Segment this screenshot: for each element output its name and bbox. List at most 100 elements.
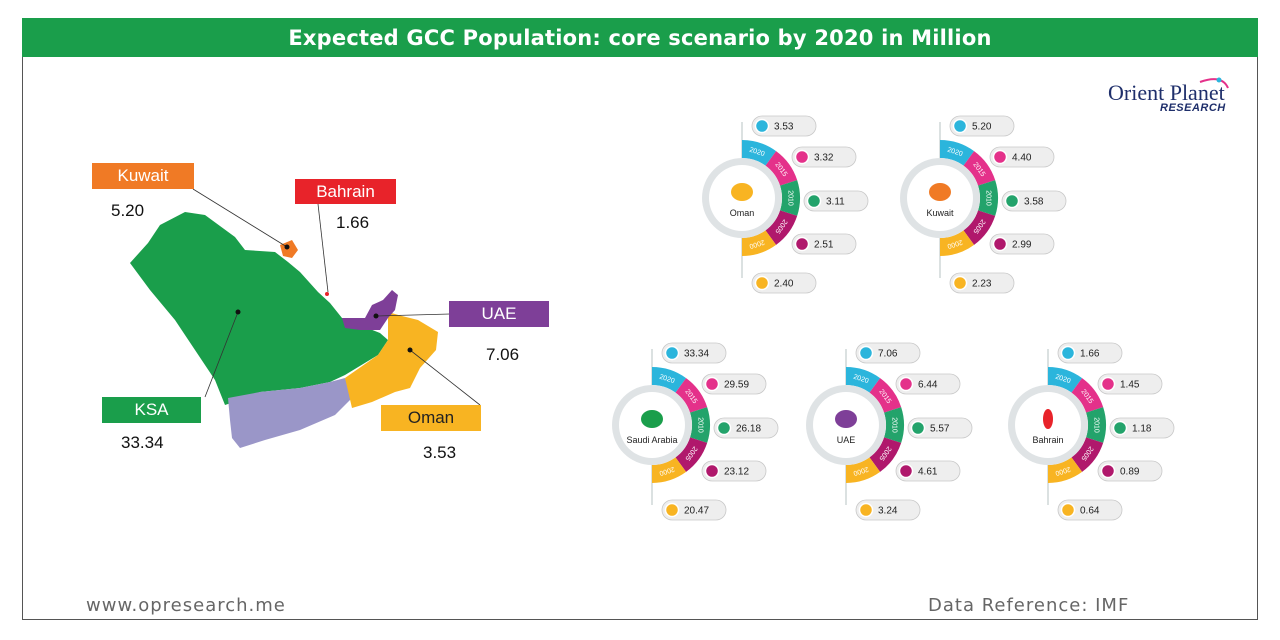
- gauge-bahrain: 20202015201020052000Bahrain1.661.451.180…: [1008, 342, 1175, 521]
- gauge-segment-2005: [1071, 437, 1104, 472]
- map-label-ksa: KSA: [102, 397, 201, 423]
- gauge-segment-2000: [1048, 457, 1083, 483]
- page-title: Expected GCC Population: core scenario b…: [22, 18, 1258, 57]
- oman-region: [345, 312, 438, 408]
- gauge-segment-2005: [765, 210, 798, 245]
- gauge-year-label: 2010: [697, 417, 704, 433]
- value-dot-2020: [664, 345, 680, 361]
- gauge-country-name: Bahrain: [1032, 435, 1063, 445]
- country-silhouette-icon: [731, 183, 753, 201]
- gauge-country-name: Oman: [730, 208, 755, 218]
- value-pill-2000: [751, 272, 817, 294]
- value-dot-2020: [952, 118, 968, 134]
- value-dot-2005: [992, 236, 1008, 252]
- gauge-segment-2015: [869, 378, 902, 413]
- gauge-segment-2015: [1071, 378, 1104, 413]
- gauge-year-label: 2000: [1054, 465, 1071, 477]
- value-pill-2010: [907, 417, 973, 439]
- value-dot-2020: [858, 345, 874, 361]
- value-dot-2000: [952, 275, 968, 291]
- value-dot-2010: [806, 193, 822, 209]
- gauge-segment-2010: [780, 180, 800, 216]
- value-pill-2000: [661, 499, 727, 521]
- map-label-uae-name: UAE: [481, 304, 517, 323]
- gauge-segment-2010: [1086, 407, 1106, 443]
- value-text-2010: 3.58: [1024, 197, 1044, 208]
- value-dot-2000: [858, 502, 874, 518]
- gauge-country-name: UAE: [837, 435, 856, 445]
- logo-main-text: Orient Planet: [1108, 80, 1225, 105]
- map-label-uae: UAE: [449, 301, 549, 327]
- gauge-segment-2005: [963, 210, 996, 245]
- value-pill-2005: [701, 460, 767, 482]
- value-text-2005: 4.61: [918, 467, 938, 478]
- uae-region: [342, 290, 398, 330]
- value-dot-2015: [794, 149, 810, 165]
- gauge-segment-2005: [675, 437, 708, 472]
- gauge-segment-2020: [1048, 367, 1083, 393]
- gauge-country-name: Saudi Arabia: [626, 435, 677, 445]
- map-label-oman: Oman: [381, 405, 481, 431]
- value-dot-2005: [898, 463, 914, 479]
- value-dot-2020: [1060, 345, 1076, 361]
- gauge-segment-2010: [690, 407, 710, 443]
- gauge-segment-2020: [742, 140, 777, 166]
- value-dot-2015: [704, 376, 720, 392]
- value-text-2020: 3.53: [774, 122, 794, 133]
- ksa-region: [130, 212, 388, 405]
- value-pill-2015: [895, 373, 961, 395]
- value-pill-2020: [751, 115, 817, 137]
- gauge-segment-2020: [846, 367, 881, 393]
- value-pill-2015: [701, 373, 767, 395]
- value-pill-2010: [1109, 417, 1175, 439]
- gauge-segment-2000: [652, 457, 687, 483]
- gauge-segment-2015: [765, 151, 798, 186]
- bahrain-region: [325, 292, 329, 296]
- value-pill-2020: [661, 342, 727, 364]
- value-dot-2015: [992, 149, 1008, 165]
- value-dot-2015: [898, 376, 914, 392]
- gauge-year-label: 2010: [985, 190, 992, 206]
- value-dot-2005: [1100, 463, 1116, 479]
- value-pill-2000: [855, 499, 921, 521]
- value-dot-2020: [754, 118, 770, 134]
- value-pill-2015: [791, 146, 857, 168]
- gauge-year-label: 2000: [658, 465, 675, 477]
- gauge-year-label: 2000: [748, 238, 765, 250]
- map-label-ksa-name: KSA: [134, 400, 169, 419]
- value-text-2005: 2.99: [1012, 240, 1032, 251]
- value-pill-2000: [949, 272, 1015, 294]
- title-text: Expected GCC Population: core scenario b…: [288, 25, 992, 50]
- value-dot-2005: [704, 463, 720, 479]
- map-label-kuwait-name: Kuwait: [117, 166, 169, 185]
- value-dot-2000: [664, 502, 680, 518]
- value-text-2000: 2.23: [972, 279, 992, 290]
- gauge-year-label: 2020: [748, 147, 765, 159]
- gauge-segment-2000: [846, 457, 881, 483]
- value-pill-2020: [855, 342, 921, 364]
- value-pill-2005: [791, 233, 857, 255]
- value-text-2015: 1.45: [1120, 380, 1140, 391]
- logo-swoosh-icon: [1199, 77, 1229, 89]
- value-text-2015: 3.32: [814, 153, 834, 164]
- value-pill-2010: [803, 190, 869, 212]
- gauge-segment-2015: [675, 378, 708, 413]
- orient-planet-logo: Orient Planet RESEARCH: [1100, 76, 1240, 120]
- value-pill-2005: [895, 460, 961, 482]
- value-pill-2015: [989, 146, 1055, 168]
- value-text-2000: 0.64: [1080, 506, 1100, 517]
- map-value-kuwait: 5.20: [111, 201, 145, 220]
- footer-website[interactable]: www.opresearch.me: [86, 595, 286, 616]
- gauge-segment-2010: [978, 180, 998, 216]
- gauge-year-label: 2010: [891, 417, 898, 433]
- value-text-2005: 2.51: [814, 240, 834, 251]
- value-text-2020: 33.34: [684, 349, 709, 360]
- gauge-year-label: 2000: [946, 238, 963, 250]
- logo-sub-text: RESEARCH: [1160, 102, 1226, 114]
- gauge-oman: 20202015201020052000Oman3.533.323.112.51…: [702, 115, 869, 294]
- value-pill-2015: [1097, 373, 1163, 395]
- value-dot-2015: [1100, 376, 1116, 392]
- map-label-bahrain-name: Bahrain: [316, 181, 375, 201]
